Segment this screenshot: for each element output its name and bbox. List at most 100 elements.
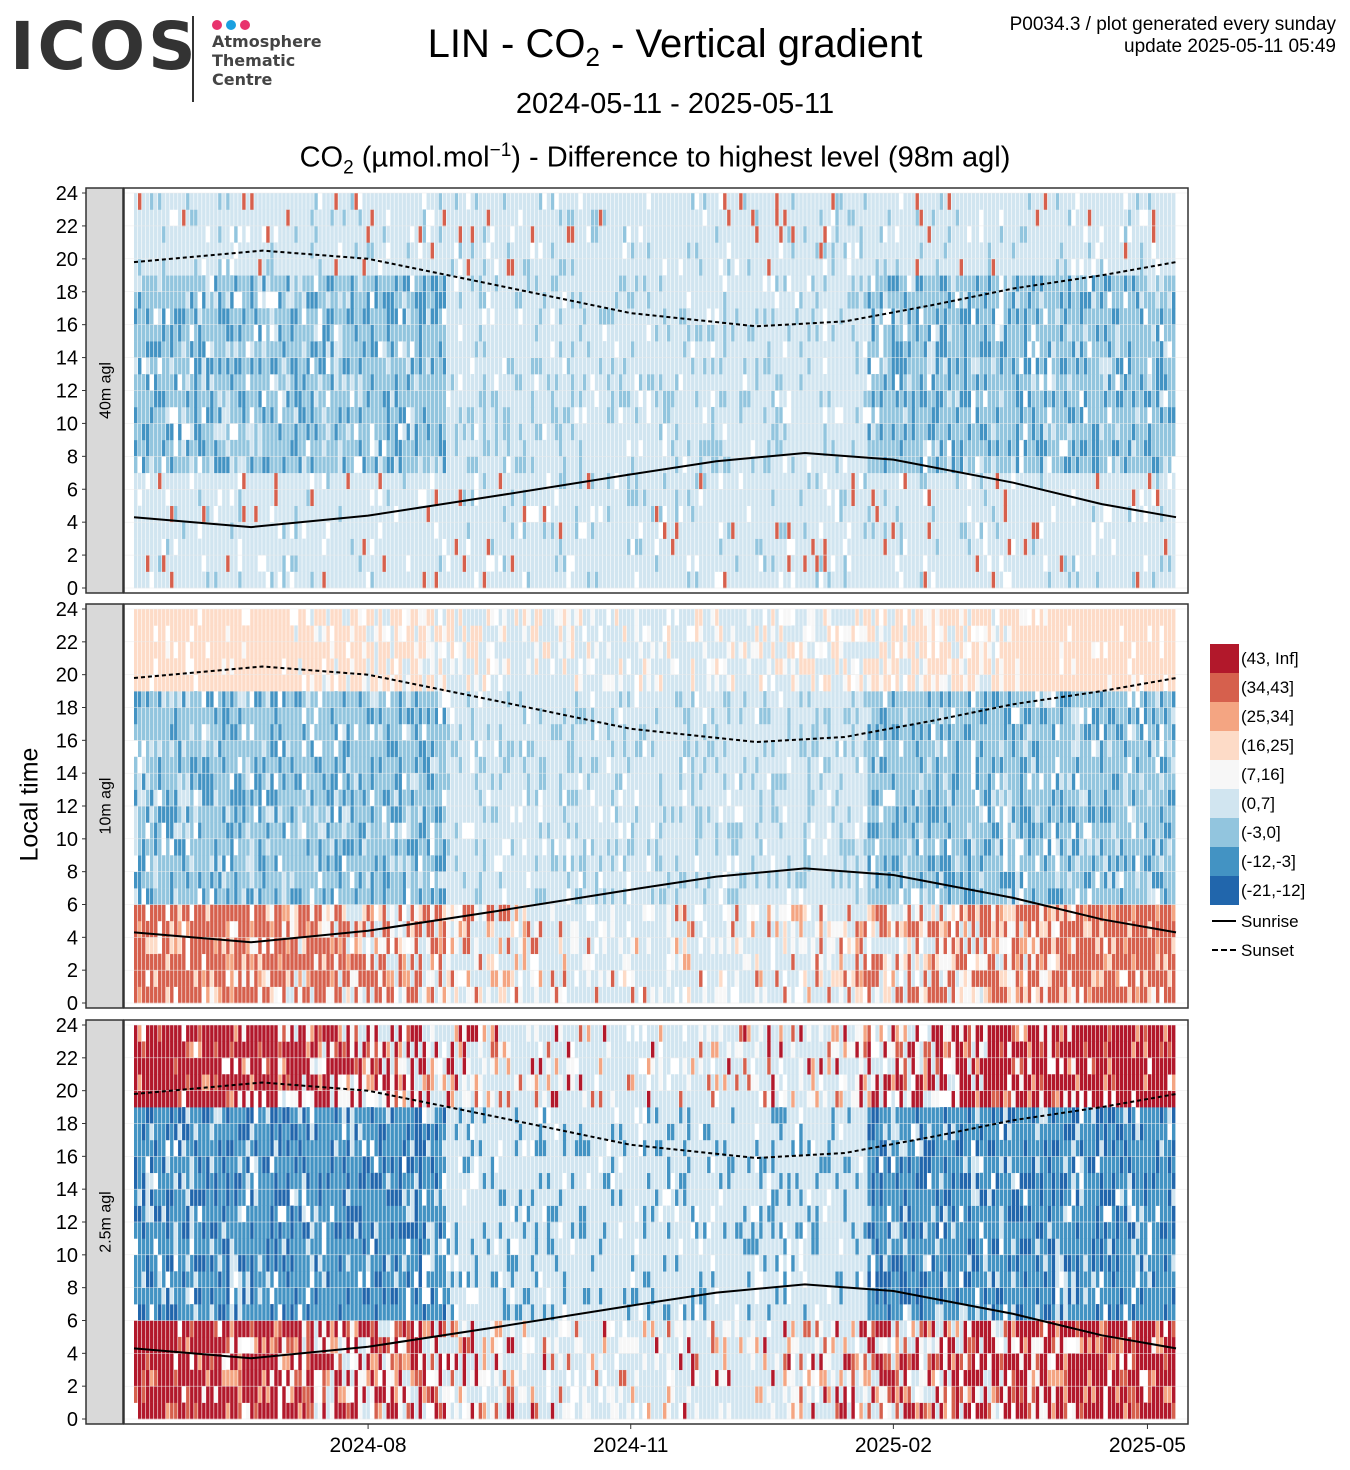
heatmap-cell [158,291,162,309]
heatmap-cell [474,341,479,358]
heatmap-cell [326,538,330,556]
heatmap-cell [594,423,599,441]
heatmap-cell [342,423,346,441]
heatmap-cell [891,291,895,309]
heatmap-cell [318,275,322,293]
heatmap-cell [642,324,647,342]
heatmap-cell [482,456,487,474]
heatmap-cell [446,291,451,309]
heatmap-cell [967,209,972,227]
heatmap-cell [907,258,911,276]
heatmap-cell [711,291,715,309]
heatmap-cell [242,242,246,260]
heatmap-cell [771,423,775,441]
heatmap-cell [462,555,467,572]
heatmap-cell [270,472,274,490]
heatmap-cell [983,308,988,325]
heatmap-cell [655,406,659,424]
heatmap-cell [1011,225,1016,243]
heatmap-cell [154,571,158,589]
heatmap-cell [274,390,278,408]
heatmap-cell [218,357,222,375]
heatmap-cell [314,489,318,507]
heatmap-cell [270,439,274,457]
heatmap-cell [751,456,755,474]
heatmap-cell [899,439,903,457]
heatmap-cell [727,456,731,474]
heatmap-cell [162,571,166,589]
heatmap-cell [210,439,214,457]
heatmap-cell [254,456,258,474]
heatmap-cell [298,324,302,342]
heatmap-cell [342,406,346,424]
heatmap-cell [963,439,967,457]
heatmap-cell [166,225,170,243]
heatmap-cell [951,489,955,507]
heatmap-cell [875,439,879,457]
heatmap-cell [775,489,779,507]
heatmap-cell [234,324,238,342]
heatmap-cell [827,242,831,260]
heatmap-cell [1015,324,1020,342]
heatmap-cell [775,406,779,424]
heatmap-cell [194,209,198,227]
heatmap-cell [687,193,691,210]
heatmap-cell [586,374,591,391]
heatmap-cell [675,193,679,210]
heatmap-cell [266,555,270,572]
heatmap-cell [294,489,298,507]
heatmap-cell [278,538,282,556]
heatmap-cell [915,291,919,309]
heatmap-cell [971,225,976,243]
heatmap-cell [723,357,727,375]
heatmap-cell [486,308,491,325]
heatmap-cell [879,390,883,408]
heatmap-cell [699,291,703,309]
heatmap-cell [975,472,980,490]
heatmap-cell [630,275,635,293]
heatmap-cell [771,390,775,408]
heatmap-cell [178,341,182,358]
heatmap-cell [775,472,779,490]
heatmap-cell [663,472,667,490]
heatmap-cell [346,258,350,276]
heatmap-cell [819,209,823,227]
heatmap-cell [482,193,487,210]
heatmap-cell [434,357,438,375]
heatmap-cell [995,242,1000,260]
heatmap-cell [150,538,154,556]
heatmap-cell [971,456,976,474]
heatmap-cell [650,555,655,572]
heatmap-cell [514,209,519,227]
heatmap-cell [462,275,467,293]
heatmap-cell [510,439,515,457]
heatmap-cell [390,571,394,589]
heatmap-cell [386,324,390,342]
heatmap-cell [482,225,487,243]
heatmap-cell [691,225,695,243]
heatmap-cell [967,275,972,293]
heatmap-cell [302,439,306,457]
heatmap-cell [871,538,875,556]
heatmap-cell [995,571,1000,589]
heatmap-cell [342,374,346,391]
heatmap-cell [350,341,354,358]
heatmap-cell [546,439,551,457]
heatmap-cell [867,423,871,441]
heatmap-cell [578,406,583,424]
heatmap-cell [378,225,382,243]
heatmap-cell [995,555,1000,572]
heatmap-cell [971,555,976,572]
heatmap-cell [482,291,487,309]
heatmap-cell [827,275,831,293]
heatmap-cell [843,522,847,539]
heatmap-cell [442,423,446,441]
heatmap-cell [566,439,571,457]
heatmap-cell [887,193,891,210]
heatmap-cell [707,390,711,408]
heatmap-cell [270,308,274,325]
heatmap-cell [534,242,539,260]
heatmap-cell [727,308,731,325]
heatmap-cell [735,209,739,227]
heatmap-cell [526,439,531,457]
